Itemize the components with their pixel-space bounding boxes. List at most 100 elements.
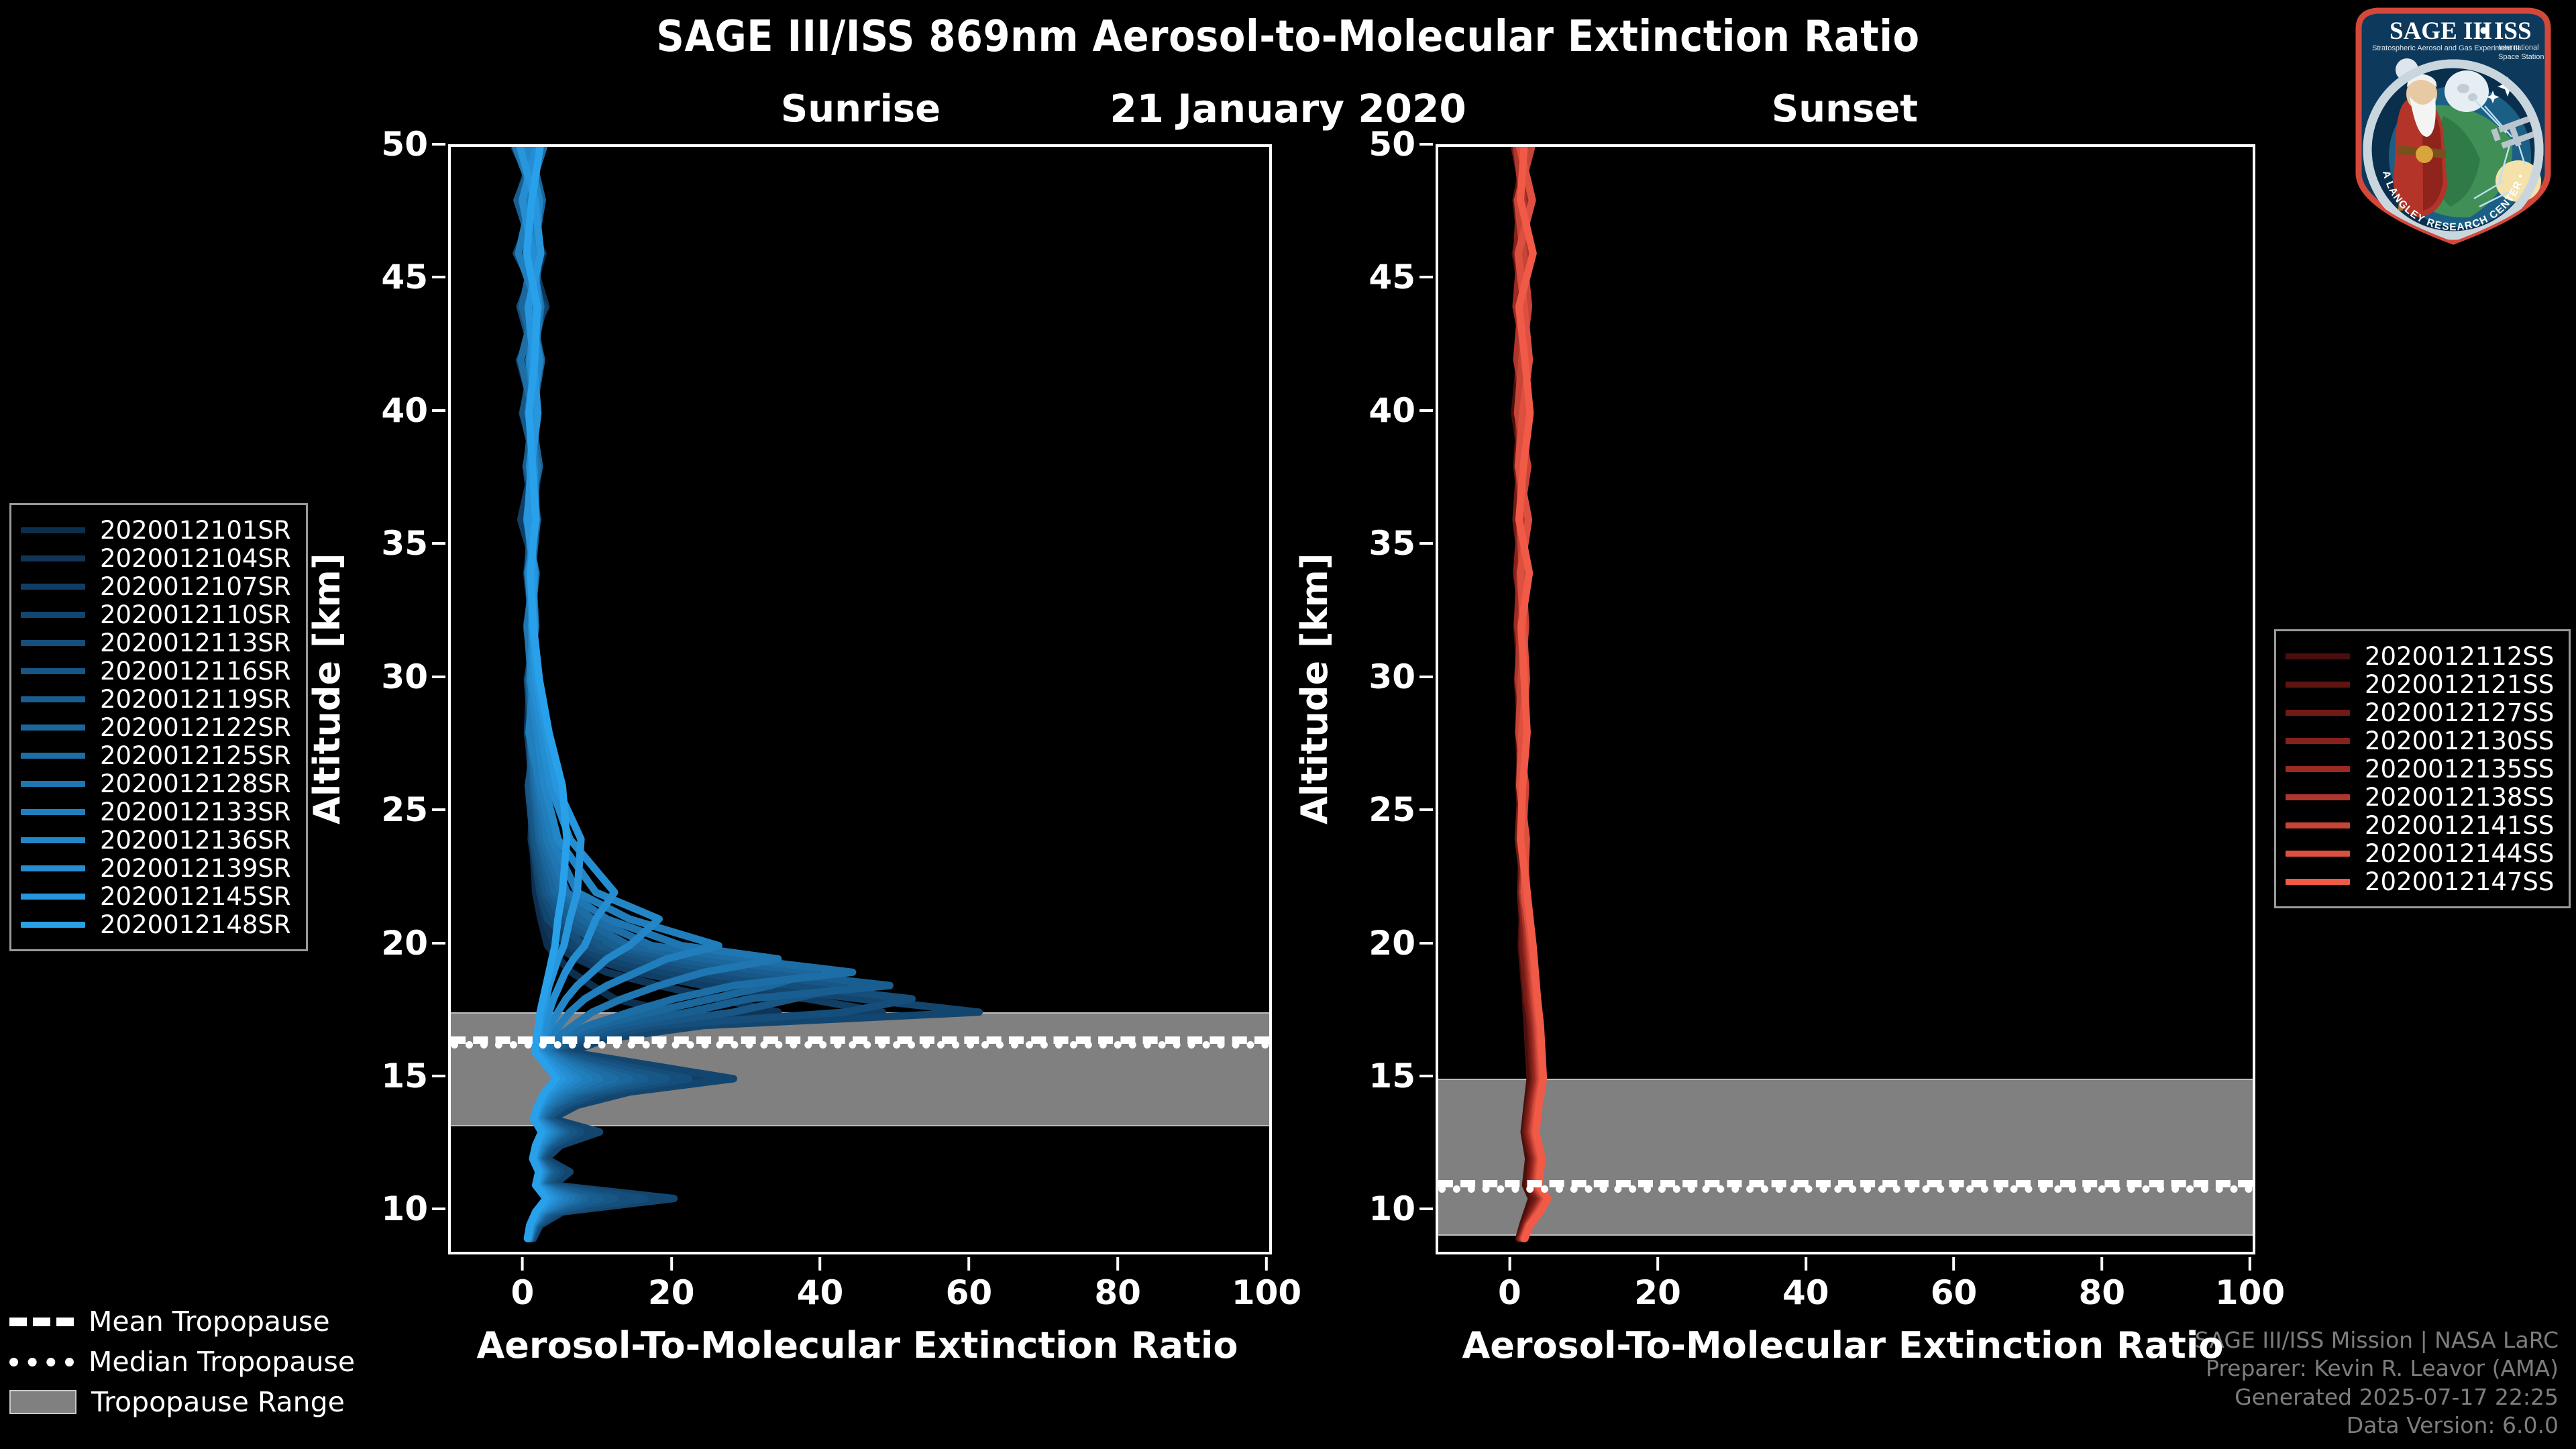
- x-axis-tick-mark: [669, 1257, 673, 1271]
- y-axis-tick-label: 35: [347, 524, 445, 563]
- y-axis-tick-label: 25: [347, 790, 445, 829]
- legend-item[interactable]: 2020012133SR: [21, 798, 291, 826]
- legend-color-swatch: [21, 893, 85, 900]
- legend-item[interactable]: 2020012112SS: [2286, 641, 2555, 671]
- svg-text:SAGE III: SAGE III: [2390, 17, 2492, 45]
- legend-color-swatch: [21, 639, 85, 646]
- legend-item[interactable]: 2020012127SS: [2286, 698, 2554, 727]
- svg-text:ISS: ISS: [2494, 17, 2532, 45]
- legend-color-swatch: [2286, 878, 2350, 885]
- legend-color-swatch: [21, 555, 85, 561]
- y-axis-tick-label: 15: [1335, 1057, 1433, 1095]
- legend-label: 2020012113SR: [100, 628, 291, 657]
- legend-color-swatch: [21, 865, 85, 871]
- legend-item[interactable]: 2020012122SR: [21, 712, 291, 742]
- legend-item[interactable]: 2020012104SR: [21, 544, 291, 573]
- credits-line: SAGE III/ISS Mission | NASA LaRC: [2194, 1327, 2559, 1354]
- legend-item[interactable]: 2020012141SS: [2286, 810, 2555, 840]
- x-axis-tick-label: 80: [1094, 1257, 1141, 1312]
- y-axis-tick-mark: [1419, 675, 1433, 678]
- y-axis-tick-mark: [432, 941, 445, 945]
- mean-tropopause-swatch: [9, 1317, 74, 1326]
- y-axis-tick-mark: [1419, 143, 1433, 146]
- x-axis-tick-mark: [521, 1257, 524, 1271]
- legend-label: 2020012101SR: [100, 515, 291, 545]
- legend-item[interactable]: 2020012145SR: [21, 882, 291, 911]
- legend-item[interactable]: 2020012147SS: [2286, 867, 2554, 896]
- legend-color-swatch: [21, 611, 85, 618]
- legend-label: 2020012130SS: [2365, 726, 2555, 755]
- legend-item[interactable]: 2020012128SR: [21, 769, 291, 798]
- legend-item[interactable]: 2020012130SS: [2286, 727, 2554, 755]
- legend-color-swatch: [2286, 822, 2350, 828]
- legend-item[interactable]: 2020012110SR: [21, 600, 291, 629]
- legend-label: 2020012127SS: [2365, 698, 2555, 727]
- legend-item[interactable]: 2020012135SS: [2286, 755, 2554, 784]
- x-axis-label: Aerosol-To-Molecular Extinction Ratio: [1462, 1324, 2224, 1366]
- y-axis-tick-label: 20: [1335, 924, 1433, 963]
- x-axis-tick-mark: [1952, 1257, 1955, 1271]
- legend-color-swatch: [21, 808, 85, 815]
- page-title: SAGE III/ISS 869nm Aerosol-to-Molecular …: [656, 12, 1920, 62]
- legend-item[interactable]: 2020012113SR: [21, 629, 291, 657]
- legend-item[interactable]: 2020012119SR: [21, 684, 291, 714]
- legend-item-median-tropopause: Median Tropopause: [9, 1342, 355, 1382]
- panel-label-sunset: Sunset: [1771, 87, 1919, 131]
- y-axis-tick-label: 30: [1335, 657, 1433, 696]
- legend-item[interactable]: 2020012107SR: [21, 572, 291, 601]
- y-axis-tick-label: 20: [347, 924, 445, 963]
- legend-color-swatch: [2286, 850, 2350, 857]
- svg-text:Space Station: Space Station: [2498, 53, 2544, 61]
- tropopause-range-swatch: [9, 1390, 76, 1414]
- x-axis-tick-mark: [1508, 1257, 1511, 1271]
- legend-item[interactable]: 2020012101SR: [21, 515, 291, 545]
- x-axis-tick-label: 100: [1232, 1257, 1301, 1312]
- y-axis-tick-label: 50: [1335, 125, 1433, 164]
- legend-item-tropopause-range: Tropopause Range: [9, 1382, 355, 1422]
- legend-item[interactable]: 2020012148SR: [21, 910, 291, 939]
- legend-color-swatch: [21, 667, 85, 674]
- mean-tropopause-line: [1438, 1179, 2253, 1187]
- y-axis-label: Altitude [km]: [1293, 553, 1336, 824]
- legend-label: 2020012138SS: [2365, 782, 2555, 812]
- legend-item[interactable]: 2020012139SR: [21, 854, 291, 883]
- y-axis-tick-mark: [1419, 1208, 1433, 1211]
- plot-area-sunrise: [448, 144, 1272, 1254]
- legend-label: 2020012119SR: [100, 684, 291, 714]
- x-axis-tick-mark: [1116, 1257, 1120, 1271]
- legend-color-swatch: [21, 780, 85, 787]
- legend-label: 2020012141SS: [2365, 810, 2555, 840]
- y-axis-tick-label: 50: [347, 125, 445, 164]
- x-axis-label: Aerosol-To-Molecular Extinction Ratio: [476, 1324, 1238, 1366]
- y-axis-tick-mark: [432, 143, 445, 146]
- legend-label: 2020012122SR: [100, 712, 291, 742]
- series-traces: [510, 147, 983, 1242]
- x-axis-tick-mark: [2100, 1257, 2104, 1271]
- legend-item[interactable]: 2020012116SR: [21, 656, 291, 686]
- legend-label: 2020012133SR: [100, 797, 291, 826]
- legend-label: 2020012116SR: [100, 656, 291, 686]
- legend-color-swatch: [2286, 737, 2350, 744]
- legend-item[interactable]: 2020012136SR: [21, 826, 291, 855]
- y-axis-tick-label: 10: [1335, 1189, 1433, 1228]
- legend-item[interactable]: 2020012138SS: [2286, 782, 2555, 812]
- tropopause-range-band: [1438, 1079, 2253, 1236]
- y-axis-tick-mark: [432, 808, 445, 812]
- legend-color-swatch: [21, 752, 85, 759]
- legend-color-swatch: [2286, 681, 2350, 688]
- svg-text:•: •: [2479, 17, 2488, 45]
- svg-text:International: International: [2498, 44, 2539, 52]
- x-axis-tick-label: 60: [1931, 1257, 1977, 1312]
- series-traces: [1511, 147, 1552, 1242]
- legend-color-swatch: [21, 921, 85, 928]
- legend-label: 2020012121SS: [2365, 669, 2555, 699]
- legend-item[interactable]: 2020012125SR: [21, 741, 291, 770]
- legend-label: 2020012112SS: [2365, 641, 2555, 671]
- y-axis-tick-mark: [432, 276, 445, 279]
- legend-item[interactable]: 2020012144SS: [2286, 839, 2554, 868]
- credits-line: Data Version: 6.0.0: [2346, 1411, 2559, 1438]
- x-axis-tick-mark: [2249, 1257, 2251, 1271]
- mean-tropopause-line: [451, 1036, 1269, 1044]
- legend-item[interactable]: 2020012121SS: [2286, 669, 2555, 699]
- page-subtitle: 21 January 2020: [1110, 86, 1466, 131]
